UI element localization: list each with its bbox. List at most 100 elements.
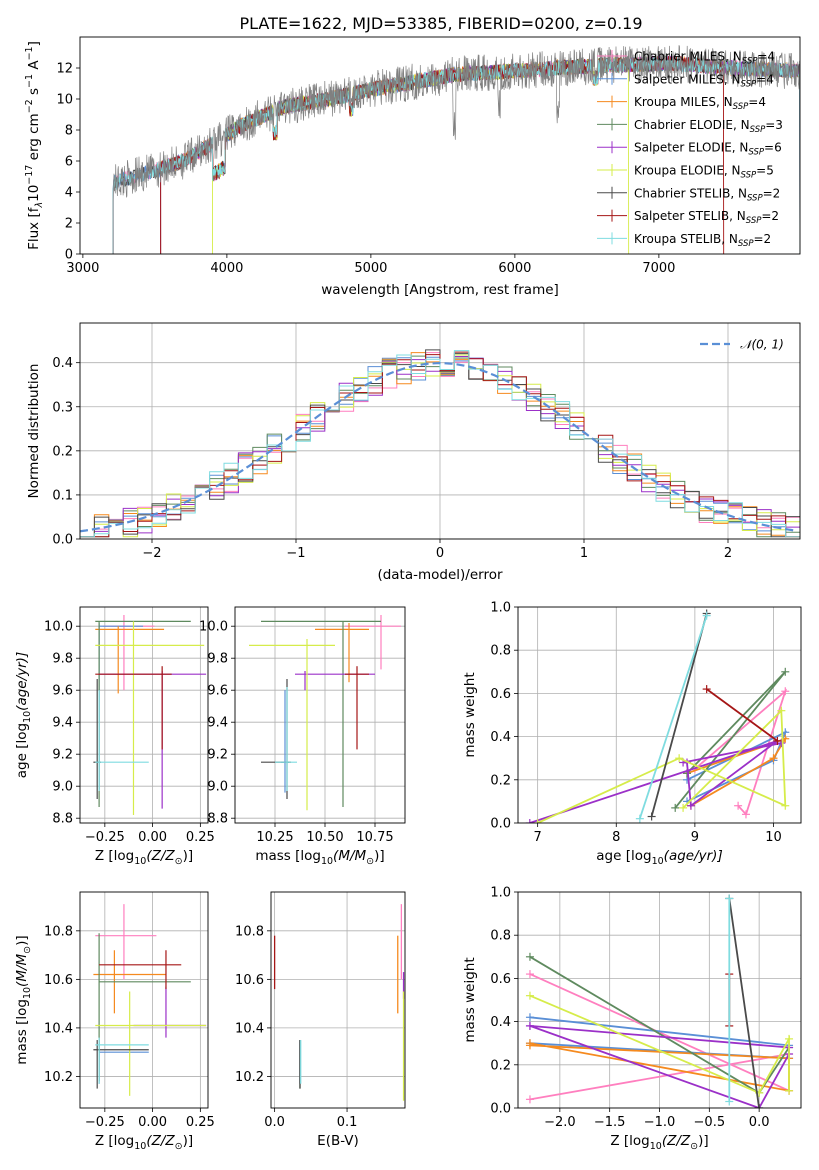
y-tick-label: 12 bbox=[56, 62, 73, 77]
y-tick-label: 9.2 bbox=[207, 748, 228, 763]
y-tick-label: 10.0 bbox=[199, 620, 228, 635]
x-tick-label: 0.1 bbox=[337, 1115, 358, 1130]
axes-frame bbox=[79, 606, 209, 824]
legend-label-kroupa_stelib: Kroupa STELIB, NSSP=2 bbox=[634, 232, 771, 249]
legend-label-chabrier_stelib: Chabrier STELIB, NSSP=2 bbox=[634, 186, 780, 203]
weight-line bbox=[706, 688, 778, 742]
y-axis-label: age [log10(age/yr)] bbox=[14, 652, 33, 778]
errorbar-kroupa_elodie bbox=[95, 621, 205, 815]
x-axis-label: E(B-V) bbox=[317, 1133, 359, 1149]
y-tick-label: 0.4 bbox=[490, 1015, 511, 1030]
errorbar-salpeter_stelib bbox=[345, 666, 369, 750]
errorbar-chabrier_miles bbox=[345, 615, 401, 670]
panels-group: 3000 4000 5000 6000 7000024681012wavelength … bbox=[14, 36, 802, 1152]
errorbar-salpeter_miles bbox=[98, 623, 144, 790]
x-tick-label: 5000 bbox=[354, 261, 387, 276]
x-tick-label: 10 bbox=[765, 830, 782, 845]
x-tick-label: 3000 bbox=[66, 261, 99, 276]
x-tick-label: 0 bbox=[436, 546, 444, 561]
weight_vs_age-plot-area bbox=[518, 607, 801, 823]
x-axis-label: (data-model)/error bbox=[377, 567, 503, 583]
residuals-panel: −2 −1 0 1 2 0.0 0.1 0.2 0.3 0.4 (data-model)/error… bbox=[26, 322, 801, 583]
x-tick-label: 10.50 bbox=[306, 830, 343, 845]
y-tick-label: 4 bbox=[65, 186, 73, 201]
weight-line bbox=[728, 898, 760, 1108]
x-axis-label: wavelength [Angstrom, rest frame] bbox=[321, 282, 559, 298]
legend-label-chabrier_elodie: Chabrier ELODIE, NSSP=3 bbox=[634, 118, 783, 135]
weight_vs_age-panel: 7 8 9 10 0.0 0.2 0.4 0.6 0.8 1.0 age [log10(age/yr… bbox=[462, 601, 802, 867]
y-tick-label: 9.6 bbox=[207, 684, 228, 699]
legend-label-kroupa_elodie: Kroupa ELODIE, NSSP=5 bbox=[634, 164, 774, 181]
observed-spectrum-line bbox=[112, 45, 800, 254]
x-tick-label: 6000 bbox=[498, 261, 531, 276]
errorbar-kroupa_stelib bbox=[95, 690, 149, 791]
weight_vs_Z-panel: −2.0 −1.5 −1.0 −0.5 0.0 0.0 0.2 0.4 0.6 0.8 1.0 Z [… bbox=[462, 886, 802, 1152]
errorbar-chabrier_elodie bbox=[98, 933, 191, 1082]
x-tick-label: 7 bbox=[534, 830, 542, 845]
figure-title: PLATE=1622, MJD=53385, FIBERID=0200, z=0… bbox=[239, 14, 642, 33]
y-tick-label: 8.8 bbox=[52, 812, 73, 827]
y-tick-label: 10.6 bbox=[44, 973, 73, 988]
x-tick-label: −0.25 bbox=[85, 830, 125, 845]
y-tick-label: 9.8 bbox=[52, 652, 73, 667]
y-axis-label: Flux [fλ10−17 erg cm−2 s−1 A−1] bbox=[24, 41, 45, 250]
mass_vs_ebv-panel: 0.0 0.1 10.2 10.4 10.6 10.8 E(B-V) bbox=[235, 891, 406, 1149]
x-tick-label: 9 bbox=[691, 830, 699, 845]
x-axis-label: Z [log10(Z/Z⊙)] bbox=[610, 1133, 708, 1152]
x-tick-label: 7000 bbox=[642, 261, 675, 276]
x-axis-label: Z [log10(Z/Z⊙)] bbox=[95, 848, 193, 867]
y-tick-label: 0.0 bbox=[490, 1102, 511, 1117]
y-tick-label: 10.2 bbox=[44, 1070, 73, 1085]
y-tick-label: 0.0 bbox=[490, 817, 511, 832]
y-tick-label: 10.8 bbox=[235, 924, 264, 939]
weight-series-salpeter_stelib bbox=[702, 685, 782, 745]
x-tick-label: 0.25 bbox=[186, 830, 215, 845]
legend-label-normal: 𝒩(0, 1) bbox=[740, 338, 784, 352]
axes-frame bbox=[79, 891, 209, 1109]
x-tick-label: −2 bbox=[142, 546, 161, 561]
y-tick-label: 10 bbox=[56, 93, 73, 108]
x-tick-label: 2 bbox=[724, 546, 732, 561]
y-tick-label: 0.8 bbox=[490, 929, 511, 944]
errorbar-chabrier_elodie bbox=[95, 620, 191, 807]
axes-frame bbox=[517, 891, 802, 1109]
y-tick-label: 9.6 bbox=[52, 684, 73, 699]
weight-line bbox=[694, 688, 788, 817]
y-tick-label: 0.2 bbox=[52, 444, 73, 459]
y-tick-label: 10.8 bbox=[44, 924, 73, 939]
x-tick-label: 0.0 bbox=[749, 1115, 770, 1130]
errorbar-chabrier_elodie bbox=[261, 620, 381, 807]
x-tick-label: 0.0 bbox=[264, 1115, 285, 1130]
axes-frame bbox=[270, 891, 406, 1109]
spectrum-plot-area bbox=[112, 45, 800, 254]
legend-label-salpeter_elodie: Salpeter ELODIE, NSSP=6 bbox=[634, 141, 782, 158]
age_vs_mass-panel: 10.25 10.50 10.75 8.8 9.0 9.2 9.4 9.6 9.8 10.0 mas… bbox=[199, 606, 406, 867]
x-tick-label: −1.0 bbox=[644, 1115, 676, 1130]
y-tick-label: 10.0 bbox=[44, 620, 73, 635]
x-tick-label: 8 bbox=[612, 830, 620, 845]
y-tick-label: 0.6 bbox=[490, 687, 511, 702]
y-tick-label: 9.2 bbox=[52, 748, 73, 763]
y-tick-label: 10.2 bbox=[235, 1070, 264, 1085]
errorbar-salpeter_miles bbox=[98, 1040, 149, 1084]
y-tick-label: 8.8 bbox=[207, 812, 228, 827]
errorbar-salpeter_elodie bbox=[133, 986, 207, 1038]
x-tick-label: 4000 bbox=[210, 261, 243, 276]
errorbar-salpeter_stelib bbox=[99, 950, 182, 990]
age_vs_Z-panel: −0.25 0.00 0.25 8.8 9.0 9.2 9.4 9.6 9.8 10.0 Z [lo… bbox=[14, 606, 215, 867]
residuals-plot-area bbox=[80, 323, 800, 539]
errorbar-kroupa_stelib bbox=[95, 1037, 149, 1084]
y-tick-label: 1.0 bbox=[490, 886, 511, 901]
axes-frame bbox=[79, 36, 801, 255]
mass_vs_Z-panel: −0.25 0.00 0.25 10.2 10.4 10.6 10.8 Z [log10(Z/… bbox=[14, 891, 215, 1152]
x-tick-label: 10.25 bbox=[256, 830, 293, 845]
legend-label-kroupa_miles: Kroupa MILES, NSSP=4 bbox=[634, 95, 766, 112]
weight-series-kroupa_stelib bbox=[725, 894, 734, 1106]
errorbar-kroupa_elodie bbox=[95, 991, 207, 1096]
age_vs_mass-plot-area bbox=[235, 607, 405, 823]
x-tick-label: −0.5 bbox=[694, 1115, 726, 1130]
y-tick-label: 0.2 bbox=[490, 1058, 511, 1073]
weight-line bbox=[529, 994, 790, 1095]
errorbar-kroupa_stelib bbox=[275, 687, 297, 791]
